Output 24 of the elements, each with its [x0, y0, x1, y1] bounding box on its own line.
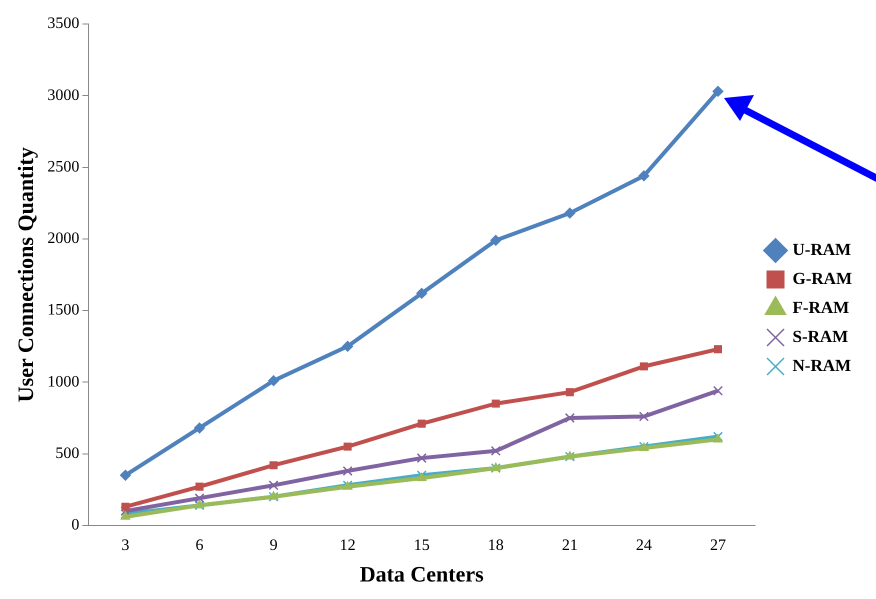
x-tick-label: 21 [562, 537, 578, 554]
x-tick-label: 27 [710, 537, 726, 554]
legend-label: N-RAM [792, 356, 852, 375]
y-tick-label: 3500 [47, 15, 80, 32]
y-tick-label: 500 [55, 444, 80, 462]
legend-label: S-RAM [792, 326, 848, 346]
x-axis-title: Data Centers [360, 561, 484, 586]
x-tick-label: 18 [488, 537, 504, 554]
x-tick-label: 24 [636, 537, 652, 554]
y-tick-label: 3000 [47, 86, 80, 104]
y-tick-label: 1000 [47, 373, 80, 390]
y-tick-label: 1500 [47, 302, 80, 319]
y-tick-label: 2500 [47, 158, 80, 176]
x-tick-label: 9 [270, 537, 278, 554]
x-tick-label: 12 [340, 537, 356, 554]
legend-label: U-RAM [792, 240, 852, 259]
x-tick-label: 3 [121, 537, 130, 554]
legend-label: F-RAM [792, 298, 850, 317]
y-tick-label: 2000 [47, 230, 80, 248]
y-axis-title: User Connections Quantity [12, 147, 38, 402]
y-tick-label: 0 [71, 516, 80, 534]
x-tick-label: 6 [196, 537, 204, 554]
x-tick-label: 15 [414, 537, 430, 554]
legend-label: G-RAM [792, 268, 852, 288]
